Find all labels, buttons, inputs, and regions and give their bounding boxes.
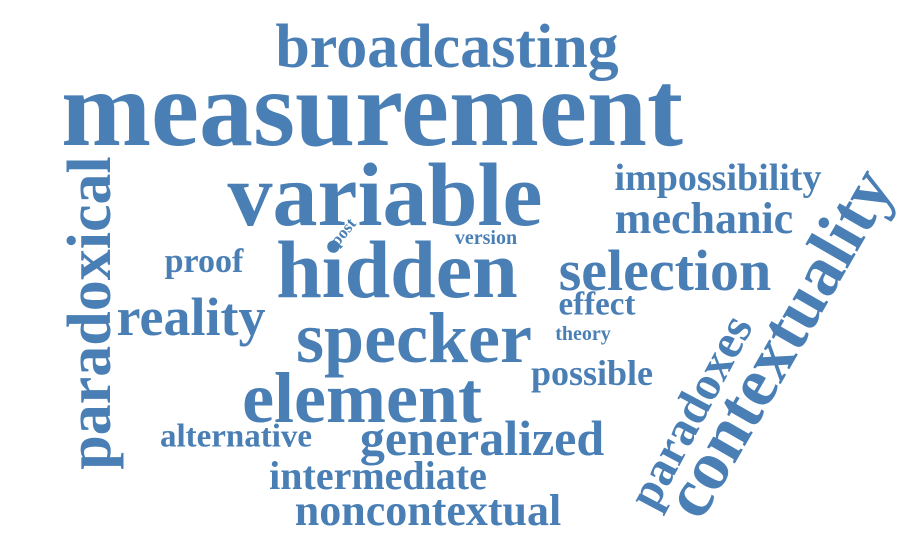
word-noncontextual: noncontextual <box>294 486 562 535</box>
word-theory: theory <box>555 323 611 345</box>
word-alternative: alternative <box>159 418 313 455</box>
word-proof: proof <box>164 243 244 280</box>
word-specker: specker <box>296 298 532 378</box>
word-selection: selection <box>558 238 772 303</box>
word-mechanic: mechanic <box>614 194 794 243</box>
word-variable: variable <box>227 146 543 245</box>
word-paradoxical: paradoxical <box>56 156 124 470</box>
word-intermediate: intermediate <box>269 453 487 498</box>
word-element: element <box>242 358 482 438</box>
word-broadcasting: broadcasting <box>275 13 619 81</box>
word-possible: possible <box>530 353 654 393</box>
word-measurement: measurement <box>61 50 683 169</box>
word-impossibility: impossibility <box>614 157 822 199</box>
word-hidden: hidden <box>276 224 518 315</box>
word-effect: effect <box>558 286 636 323</box>
word-version: version <box>454 227 518 249</box>
word-generalized: generalized <box>359 410 605 466</box>
word-reality: reality <box>116 287 266 347</box>
